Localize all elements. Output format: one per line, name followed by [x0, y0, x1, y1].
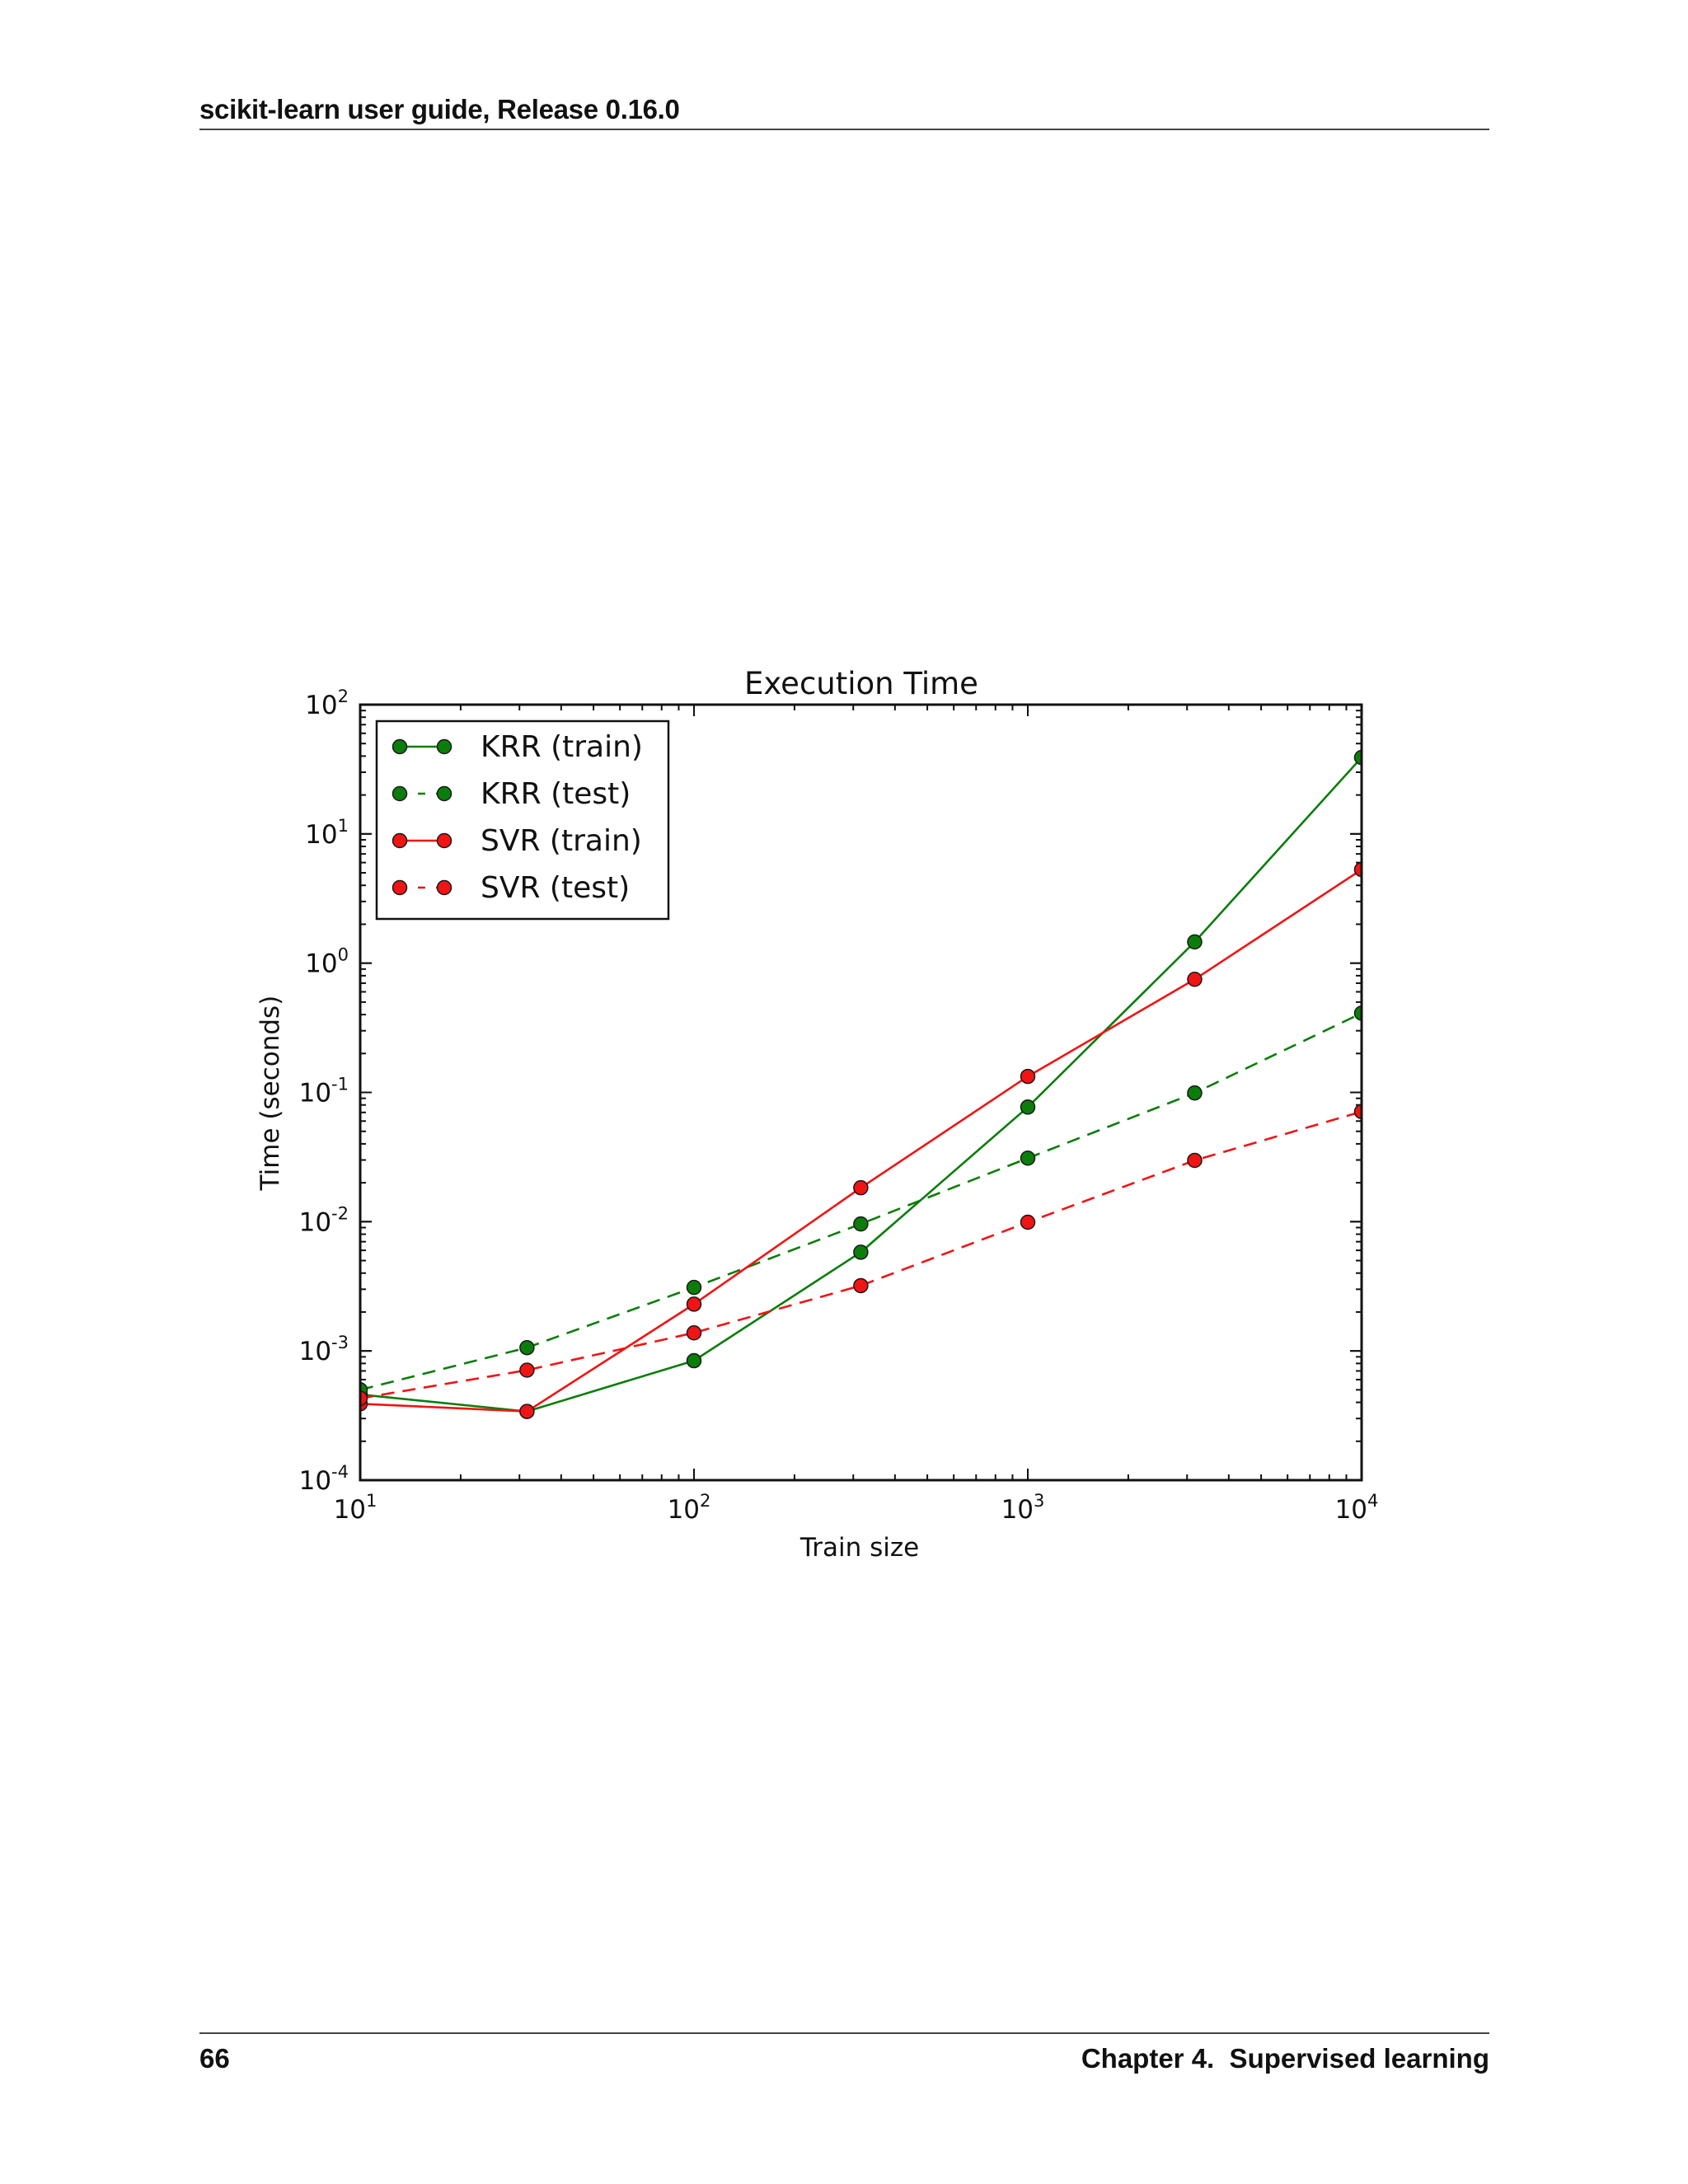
data-point-marker [1353, 1005, 1362, 1021]
chapter-title: Chapter 4. Supervised learning [1081, 2043, 1489, 2074]
data-series [360, 749, 1362, 1419]
legend-label: SVR (train) [481, 824, 642, 858]
x-tick-label: 104 [1335, 1491, 1379, 1525]
legend-item: SVR (test) [392, 871, 630, 905]
y-tick-label: 10-3 [299, 1333, 349, 1366]
data-point-marker [1020, 1151, 1036, 1166]
series-svr-train [360, 861, 1362, 1419]
tick-labels: 101 102 103 104 10-4 10-3 10-2 10-1 100 101 102 [299, 687, 1379, 1525]
data-point-marker [519, 1404, 535, 1419]
legend-marker-icon [436, 832, 452, 849]
data-point-marker [1187, 972, 1203, 987]
legend-label: SVR (test) [481, 871, 630, 905]
y-tick-label: 10-2 [299, 1203, 349, 1237]
data-point-marker [686, 1279, 702, 1296]
series-svr-test [360, 1104, 1362, 1406]
x-tick-label: 103 [1001, 1491, 1045, 1525]
data-point-marker [686, 1352, 702, 1369]
data-point-marker [853, 1277, 869, 1294]
legend-label: KRR (test) [481, 777, 631, 811]
series-krr-train [360, 749, 1362, 1419]
data-point-marker [1353, 861, 1362, 878]
y-tick-label: 100 [305, 945, 349, 979]
data-point-marker [1020, 1068, 1036, 1085]
legend-marker-icon [436, 785, 452, 802]
data-point-marker [686, 1296, 702, 1312]
y-tick-label: 102 [305, 687, 349, 720]
x-axis-label: Train size [799, 1533, 919, 1563]
y-axis-label: Time (seconds) [256, 996, 285, 1192]
data-point-marker [1187, 1085, 1203, 1101]
data-point-marker [360, 1396, 368, 1412]
legend-label: KRR (train) [481, 730, 643, 764]
data-point-marker [519, 1339, 535, 1356]
data-point-marker [360, 1390, 368, 1406]
legend-marker-icon [392, 879, 408, 896]
data-point-marker [519, 1404, 535, 1419]
data-point-marker [853, 1216, 869, 1232]
footer-rule [199, 2032, 1489, 2034]
x-tick-label: 102 [668, 1491, 711, 1525]
data-point-marker [853, 1179, 869, 1196]
data-point-marker [1020, 1214, 1036, 1230]
header-rule [199, 129, 1489, 130]
plot-frame [359, 703, 1363, 1482]
legend: KRR (train) KRR (test) SVR (train) SVR (tes… [375, 719, 670, 921]
legend-marker-icon [436, 738, 452, 755]
legend-box [375, 719, 670, 921]
legend-marker-icon [392, 785, 408, 802]
data-point-marker [360, 1382, 368, 1398]
chart-title: Execution Time [744, 666, 978, 701]
data-point-marker [519, 1362, 535, 1378]
data-point-marker [686, 1324, 702, 1341]
data-point-marker [1353, 749, 1362, 766]
legend-marker-icon [436, 879, 452, 896]
data-point-marker [360, 1386, 368, 1403]
data-point-marker [1020, 1099, 1036, 1115]
legend-marker-icon [392, 832, 408, 849]
legend-item: KRR (test) [392, 777, 631, 811]
legend-item: SVR (train) [392, 824, 642, 858]
series-krr-test [360, 1005, 1362, 1398]
legend-marker-icon [392, 738, 408, 755]
data-point-marker [1187, 1152, 1203, 1169]
page-number: 66 [199, 2043, 230, 2074]
running-header: scikit-learn user guide, Release 0.16.0 [199, 94, 680, 124]
minor-ticks [359, 704, 1362, 1481]
data-point-marker [1353, 1104, 1362, 1120]
data-point-marker [1187, 934, 1203, 950]
y-tick-label: 10-1 [299, 1075, 349, 1108]
legend-item: KRR (train) [392, 730, 643, 764]
y-tick-label: 10-4 [299, 1462, 349, 1496]
y-tick-label: 101 [305, 816, 349, 850]
x-tick-label: 101 [334, 1491, 377, 1525]
data-point-marker [853, 1244, 869, 1260]
